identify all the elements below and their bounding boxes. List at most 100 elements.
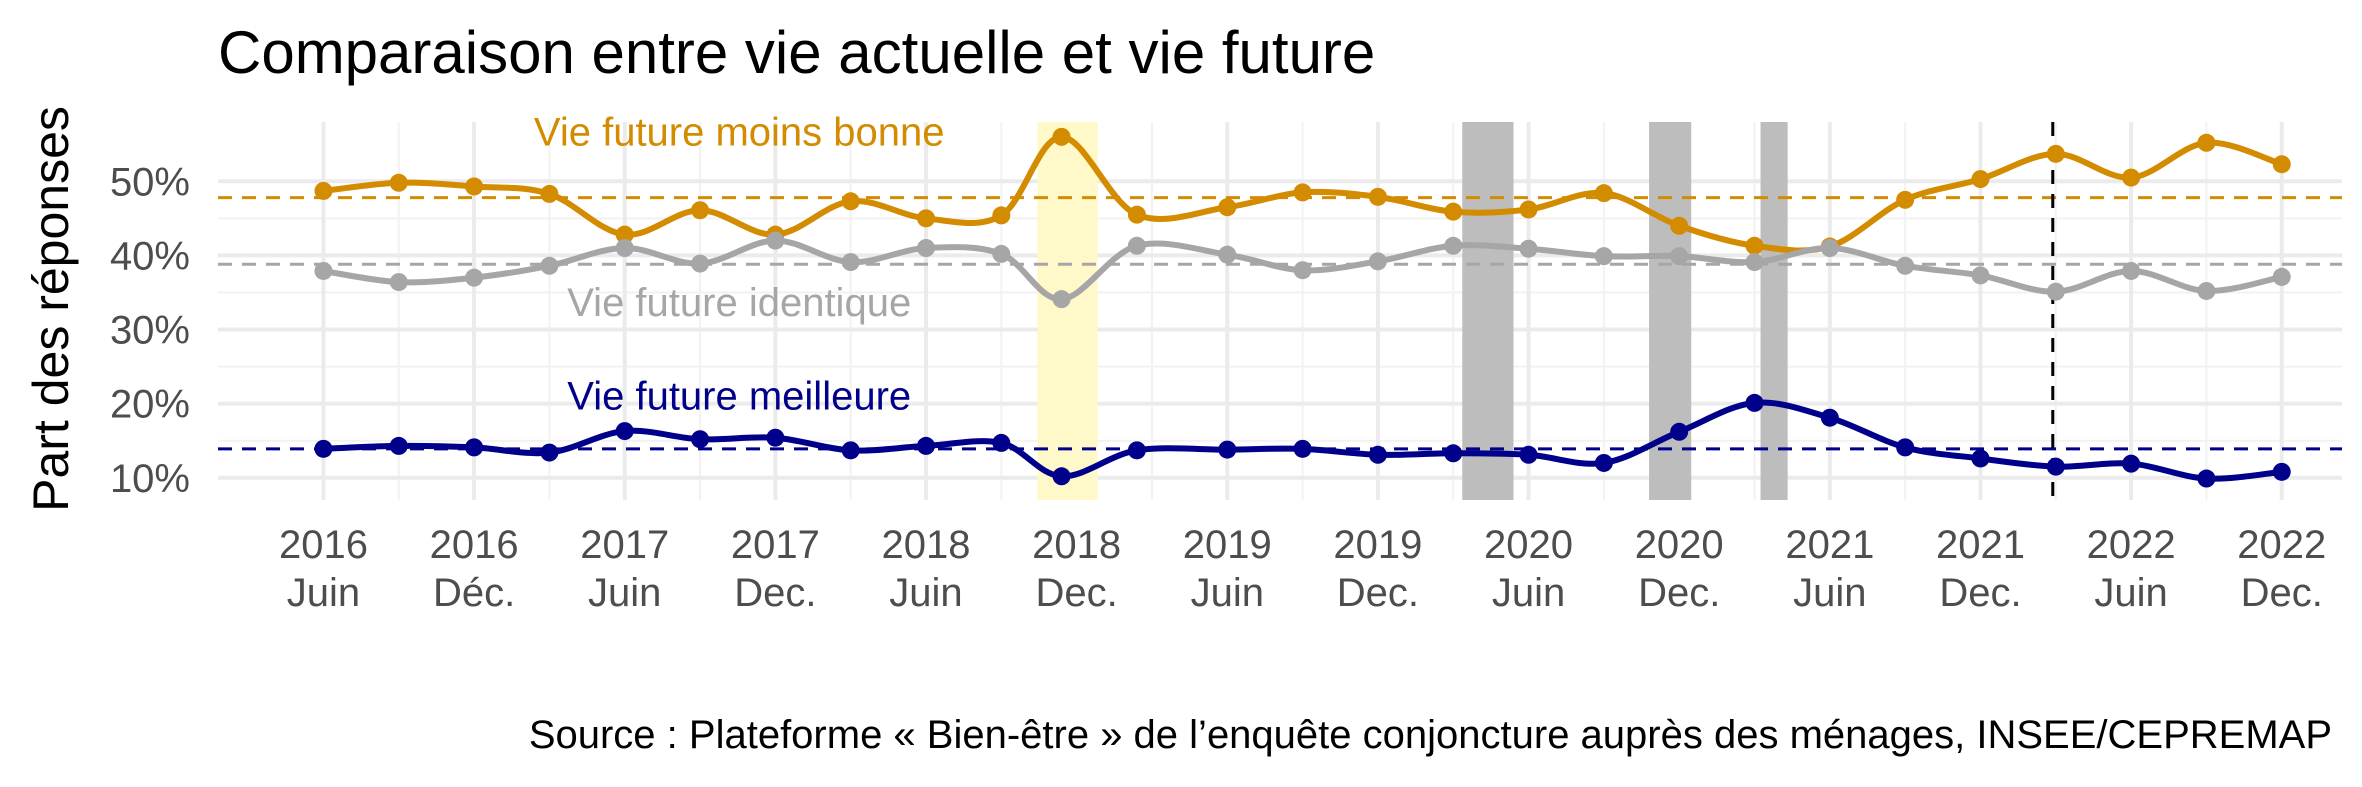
series-1-point-12	[1127, 205, 1146, 224]
series-2-point-16	[1444, 236, 1463, 255]
series-3-point-3	[465, 438, 484, 457]
x-tick-label: 2016 Juin	[279, 523, 368, 615]
series-2-point-18	[1594, 247, 1613, 266]
series-3-point-26	[2197, 469, 2216, 488]
x-tick-year: 2020	[1484, 523, 1573, 567]
series-3-point-13	[1218, 440, 1237, 459]
series-3-point-27	[2272, 462, 2291, 481]
x-tick-label: 2017 Juin	[580, 523, 669, 615]
series-line-1	[320, 133, 2285, 254]
x-tick-year: 2017	[731, 523, 820, 567]
series-2-point-8	[841, 253, 860, 272]
series-2-point-7	[766, 231, 785, 250]
series-2-point-12	[1127, 236, 1146, 255]
series-3-point-23	[1971, 449, 1990, 468]
series-3-point-10	[992, 433, 1011, 452]
series-2-point-21	[1820, 239, 1839, 257]
shaded-period-2	[1462, 122, 1514, 500]
series-2-point-25	[2122, 261, 2141, 280]
series-3-point-22	[1896, 438, 1915, 457]
x-tick-year: 2016	[430, 523, 519, 567]
series-3-point-15	[1368, 445, 1387, 464]
series-3-point-11	[1052, 467, 1071, 486]
x-tick-year: 2016	[279, 523, 368, 567]
x-tick-label: 2017 Dec.	[731, 523, 820, 615]
series-2-point-13	[1218, 245, 1237, 264]
series-2-point-10	[992, 244, 1011, 263]
series-2-point-15	[1368, 252, 1387, 271]
series-2-point-26	[2197, 281, 2216, 300]
shaded-period-4	[1760, 122, 1788, 500]
series-2-point-1	[314, 261, 333, 280]
x-tick-year: 2019	[1333, 523, 1422, 567]
x-tick-label: 2019 Juin	[1183, 523, 1272, 615]
series-1-point-11	[1052, 127, 1071, 146]
series-1-point-8	[841, 192, 860, 211]
x-tick-period: Juin	[287, 571, 360, 615]
series-1-point-4	[540, 184, 559, 203]
series-1-point-9	[917, 209, 935, 228]
series-1-point-5	[615, 225, 634, 244]
x-tick-period: Juin	[2094, 571, 2167, 615]
series-1-point-25	[2122, 168, 2141, 187]
series-2-point-9	[917, 239, 935, 257]
x-tick-label: 2016 Déc.	[430, 523, 519, 615]
series-2-point-27	[2272, 267, 2291, 286]
series-1-point-17	[1519, 200, 1538, 219]
series-3-point-6	[691, 430, 710, 449]
series-1-point-10	[992, 206, 1011, 225]
series-1-point-6	[691, 201, 710, 220]
series-3-point-18	[1594, 453, 1613, 472]
x-tick-label: 2020 Juin	[1484, 523, 1573, 615]
series-3-point-5	[615, 422, 634, 441]
series-1-point-24	[2046, 144, 2065, 163]
series-1-point-22	[1896, 190, 1915, 209]
series-1-point-19	[1670, 216, 1689, 235]
series-2-point-3	[465, 268, 484, 287]
series-2-point-20	[1745, 253, 1764, 272]
series-3-point-17	[1519, 445, 1538, 464]
x-tick-period: Dec.	[2241, 571, 2323, 615]
x-tick-period: Dec.	[1337, 571, 1419, 615]
x-tick-label: 2019 Dec.	[1333, 523, 1422, 615]
y-tick-label: 10%	[110, 457, 190, 501]
x-tick-period: Juin	[1492, 571, 1565, 615]
x-tick-period: Dec.	[734, 571, 816, 615]
x-tick-label: 2020 Dec.	[1635, 523, 1724, 615]
annotation-3: Vie future meilleure	[567, 375, 911, 419]
x-tick-period: Dec.	[1638, 571, 1720, 615]
x-tick-period: Juin	[1793, 571, 1866, 615]
series-2-point-24	[2046, 282, 2065, 301]
series-1-point-16	[1444, 202, 1463, 221]
series-2-point-22	[1896, 256, 1915, 275]
x-tick-year: 2020	[1635, 523, 1724, 567]
series-3-point-25	[2122, 454, 2141, 473]
series-3-point-4	[540, 443, 559, 462]
series-3-point-12	[1127, 441, 1146, 460]
x-tick-label: 2022 Dec.	[2237, 523, 2326, 615]
series-3-point-1	[314, 439, 333, 458]
plot-area: Vie future moins bonne Vie future identiq…	[110, 111, 2342, 615]
series-2-point-2	[389, 273, 408, 292]
series-1-point-3	[465, 177, 484, 196]
x-tick-label: 2018 Juin	[882, 523, 971, 615]
series-2-point-6	[691, 254, 710, 273]
y-tick-label: 40%	[110, 234, 190, 278]
series-3-point-9	[917, 436, 935, 455]
series-2-point-17	[1519, 239, 1538, 258]
annotation-1: Vie future moins bonne	[534, 111, 945, 155]
x-tick-period: Juin	[889, 571, 962, 615]
series-2-point-5	[615, 239, 634, 257]
source-note: Source : Plateforme « Bien-être » de l’e…	[529, 713, 2332, 757]
x-tick-period: Déc.	[433, 571, 515, 615]
x-tick-year: 2017	[580, 523, 669, 567]
shaded-period-1	[1037, 122, 1098, 500]
x-tick-label: 2021 Dec.	[1936, 523, 2025, 615]
series-1-point-2	[389, 173, 408, 192]
series-2-point-11	[1052, 290, 1071, 309]
x-tick-year: 2019	[1183, 523, 1272, 567]
series-2-point-4	[540, 256, 559, 275]
series-2-point-14	[1293, 261, 1312, 280]
series-3-point-2	[389, 436, 408, 455]
x-tick-year: 2018	[1032, 523, 1121, 567]
